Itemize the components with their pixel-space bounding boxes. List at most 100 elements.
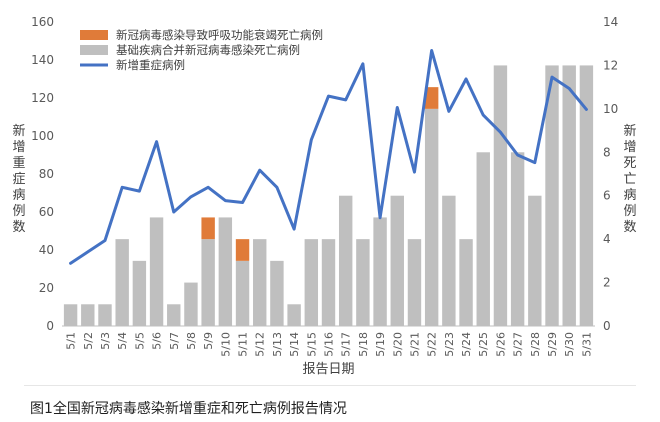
line-point-new-severe-cases [189,195,193,198]
x-tick-label: 5/27 [512,332,525,357]
bar-underlying-disease-deaths [545,65,559,326]
line-point-new-severe-cases [172,210,175,214]
x-tick-label: 5/29 [546,332,559,357]
x-tick-label: 5/1 [65,332,78,350]
y-right-tick-label: 2 [603,276,611,290]
legend-label: 新冠病毒感染导致呼吸功能衰竭死亡病例 [116,28,323,42]
bar-underlying-disease-deaths [184,282,198,326]
line-point-new-severe-cases [464,77,468,81]
line-point-new-severe-cases [86,250,89,254]
x-tick-label: 5/18 [357,332,370,357]
line-point-new-severe-cases [120,186,124,189]
line-point-new-severe-cases [499,131,502,134]
x-tick-label: 5/16 [323,332,336,357]
bar-underlying-disease-deaths [510,152,525,326]
bar-respiratory-failure-deaths [201,217,215,240]
line-point-new-severe-cases [413,170,416,174]
line-point-new-severe-cases [482,113,485,117]
x-tick-label: 5/4 [116,332,129,350]
bar-underlying-disease-deaths [63,304,78,326]
line-point-new-severe-cases [327,94,330,98]
x-tick-label: 5/25 [477,332,490,357]
y-left-tick-label: 100 [31,129,54,143]
x-axis-title: 报告日期 [302,362,354,377]
line-point-new-severe-cases [516,153,519,157]
x-tick-label: 5/28 [529,332,542,357]
bar-underlying-disease-deaths [356,239,370,326]
x-tick-label: 5/14 [288,332,301,357]
line-point-new-severe-cases [275,186,279,189]
legend-label: 新增重症病例 [116,58,185,72]
x-tick-label: 5/9 [202,332,215,350]
x-tick-label: 5/2 [82,332,95,350]
line-point-new-severe-cases [69,262,72,265]
bar-underlying-disease-deaths [304,239,319,326]
bar-underlying-disease-deaths [132,260,147,326]
line-point-new-severe-cases [241,201,244,204]
bar-underlying-disease-deaths [201,239,215,326]
bar-underlying-disease-deaths [407,239,422,326]
bar-underlying-disease-deaths [442,195,456,326]
x-tick-label: 5/5 [133,332,146,350]
line-point-new-severe-cases [361,62,365,65]
bar-underlying-disease-deaths [476,152,490,326]
bar-underlying-disease-deaths [562,65,576,326]
bar-underlying-disease-deaths [167,304,181,326]
bar-underlying-disease-deaths [270,260,284,326]
bar-underlying-disease-deaths [81,304,95,326]
x-tick-label: 5/11 [237,332,250,357]
chart: 0 20 40 60 80 100 120 140 160 0 2 4 6 8 10 12 14 5/1 5/2 5/… [31,15,618,377]
line-point-new-severe-cases [292,227,296,231]
y-right-tick-label: 6 [603,189,611,203]
bar-underlying-disease-deaths [235,260,250,326]
bar-underlying-disease-deaths [253,239,267,326]
line-point-new-severe-cases [533,161,537,164]
line-point-new-severe-cases [396,106,399,109]
y-right-tick-label: 0 [603,319,611,333]
x-tick-label: 5/21 [408,332,421,357]
line-new-severe-cases [69,49,588,265]
x-tick-label: 5/8 [185,332,198,350]
line-point-new-severe-cases [310,138,313,141]
x-tick-label: 5/13 [271,332,284,357]
bar-underlying-disease-deaths [218,217,233,326]
legend-swatch [80,30,108,40]
x-tick-label: 5/30 [563,332,576,357]
y-left-tick-label: 0 [46,319,54,333]
bar-underlying-disease-deaths [459,239,473,326]
y-right-tick-label: 4 [603,232,611,246]
bar-underlying-disease-deaths [424,108,439,326]
line-point-new-severe-cases [155,140,158,143]
line-point-new-severe-cases [344,98,347,102]
x-tick-label: 5/12 [254,332,267,357]
y-left-tick-label: 160 [31,15,54,29]
line-point-new-severe-cases [550,75,554,79]
bar-underlying-disease-deaths [321,239,336,326]
line-point-new-severe-cases [430,49,433,52]
legend-label: 基础疾病合并新冠病毒感染死亡病例 [116,43,300,57]
y-left-tick-label: 80 [39,167,54,181]
y-right-tick-label: 14 [603,15,618,29]
x-tick-label: 5/17 [340,332,353,357]
x-tick-label: 5/23 [443,332,456,357]
y-left-tick-label: 120 [31,91,54,105]
bar-underlying-disease-deaths [98,304,112,326]
bar-underlying-disease-deaths [149,217,164,326]
line-point-new-severe-cases [378,216,382,219]
line-point-new-severe-cases [138,189,141,193]
y-axis-right-title: 新增死亡病例数 [623,124,637,235]
x-tick-label: 5/10 [219,332,232,357]
line-point-new-severe-cases [224,199,227,202]
bar-underlying-disease-deaths [493,65,508,326]
x-tick-label: 5/20 [391,332,404,357]
line-point-new-severe-cases [447,110,451,113]
divider [24,385,636,386]
y-left-tick-label: 60 [39,205,54,219]
y-left-tick-label: 40 [39,243,54,257]
y-right-tick-label: 8 [603,145,611,159]
line-point-new-severe-cases [206,186,210,189]
bar-underlying-disease-deaths [528,195,542,326]
bar-respiratory-failure-deaths [235,239,250,261]
y-right-tick-label: 12 [603,58,618,72]
y-left-tick-label: 20 [39,281,54,295]
